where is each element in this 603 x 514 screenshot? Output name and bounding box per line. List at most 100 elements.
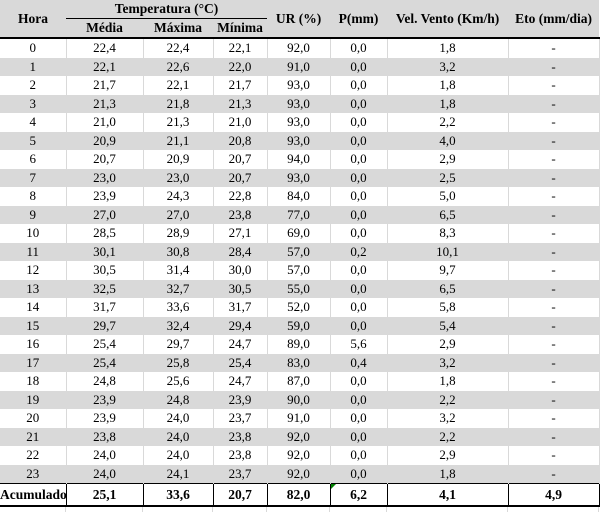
- total-maxima-cell: 33,6: [143, 483, 214, 507]
- value-cell: 22,6: [143, 57, 214, 76]
- value-cell: 92,0: [267, 446, 331, 465]
- value-cell: 0,0: [330, 298, 388, 317]
- value-cell: 0,0: [330, 279, 388, 298]
- hour-cell: 6: [0, 150, 67, 169]
- hour-cell: 19: [0, 390, 67, 409]
- value-cell: 1,8: [387, 94, 509, 113]
- value-cell: 32,4: [143, 316, 214, 335]
- value-cell: 24,0: [66, 464, 144, 484]
- value-cell: 25,4: [66, 335, 144, 354]
- value-cell: -: [508, 261, 600, 280]
- value-cell: 5,0: [387, 187, 509, 206]
- value-cell: -: [508, 298, 600, 317]
- value-cell: 32,7: [143, 279, 214, 298]
- value-cell: 59,0: [267, 316, 331, 335]
- value-cell: 30,0: [213, 261, 268, 280]
- table-row: 10 28,5 28,9 27,1 69,0 0,0 8,3-: [0, 224, 600, 243]
- hour-cell: 11: [0, 242, 67, 261]
- total-vel-vento-cell: 4,1: [387, 483, 509, 507]
- value-cell: 2,9: [387, 335, 509, 354]
- value-cell: 0,0: [330, 187, 388, 206]
- value-cell: 23,9: [66, 187, 144, 206]
- value-cell: 21,1: [143, 131, 214, 150]
- hour-cell: 4: [0, 113, 67, 132]
- hour-cell: 0: [0, 38, 67, 58]
- value-cell: 2,2: [387, 427, 509, 446]
- table-row: 19 23,9 24,8 23,9 90,0 0,0 2,2-: [0, 390, 600, 409]
- value-cell: 3,2: [387, 353, 509, 372]
- value-cell: -: [508, 168, 600, 187]
- value-cell: 92,0: [267, 38, 331, 58]
- value-cell: 93,0: [267, 94, 331, 113]
- value-cell: 89,0: [267, 335, 331, 354]
- value-cell: 1,8: [387, 372, 509, 391]
- table-footer: Acumulado 25,1 33,6 20,7 82,0 6,2 4,1 4,…: [0, 483, 600, 507]
- hour-cell: 16: [0, 335, 67, 354]
- value-cell: -: [508, 187, 600, 206]
- value-cell: 21,7: [213, 76, 268, 95]
- col-header-p: P(mm): [330, 0, 388, 38]
- value-cell: 1,8: [387, 76, 509, 95]
- value-cell: 5,6: [330, 335, 388, 354]
- value-cell: -: [508, 205, 600, 224]
- hour-cell: 21: [0, 427, 67, 446]
- table-row: 0 22,4 22,4 22,1 92,0 0,0 1,8-: [0, 38, 600, 58]
- value-cell: 52,0: [267, 298, 331, 317]
- hour-cell: 7: [0, 168, 67, 187]
- value-cell: 0,0: [330, 372, 388, 391]
- value-cell: 20,7: [66, 150, 144, 169]
- value-cell: 0,0: [330, 316, 388, 335]
- value-cell: -: [508, 335, 600, 354]
- hour-cell: 18: [0, 372, 67, 391]
- value-cell: 55,0: [267, 279, 331, 298]
- value-cell: 25,8: [143, 353, 214, 372]
- value-cell: 8,3: [387, 224, 509, 243]
- value-cell: 30,5: [213, 279, 268, 298]
- value-cell: 24,1: [143, 464, 214, 484]
- value-cell: 3,2: [387, 409, 509, 428]
- value-cell: 25,4: [213, 353, 268, 372]
- value-cell: 27,0: [66, 205, 144, 224]
- value-cell: 4,0: [387, 131, 509, 150]
- value-cell: 21,3: [66, 94, 144, 113]
- value-cell: -: [508, 464, 600, 484]
- hour-cell: 5: [0, 131, 67, 150]
- value-cell: 0,4: [330, 353, 388, 372]
- value-cell: 0,0: [330, 390, 388, 409]
- value-cell: 91,0: [267, 409, 331, 428]
- value-cell: 20,8: [213, 131, 268, 150]
- table-row: 12 30,5 31,4 30,0 57,0 0,0 9,7-: [0, 261, 600, 280]
- col-header-ur: UR (%): [267, 0, 331, 38]
- value-cell: 22,0: [213, 57, 268, 76]
- hour-cell: 8: [0, 187, 67, 206]
- value-cell: 30,1: [66, 242, 144, 261]
- value-cell: 0,0: [330, 261, 388, 280]
- hour-cell: 23: [0, 464, 67, 484]
- value-cell: 24,8: [66, 372, 144, 391]
- next-row-gridline-stubs: [0, 507, 599, 512]
- value-cell: 28,9: [143, 224, 214, 243]
- value-cell: -: [508, 409, 600, 428]
- value-cell: 32,5: [66, 279, 144, 298]
- value-cell: 25,4: [66, 353, 144, 372]
- table-row: 11 30,1 30,8 28,4 57,0 0,2 10,1-: [0, 242, 600, 261]
- col-header-media: Média: [66, 18, 143, 38]
- value-cell: 30,8: [143, 242, 214, 261]
- value-cell: 21,3: [213, 94, 268, 113]
- value-cell: 3,2: [387, 57, 509, 76]
- value-cell: 28,5: [66, 224, 144, 243]
- value-cell: -: [508, 242, 600, 261]
- value-cell: 2,2: [387, 113, 509, 132]
- value-cell: 2,2: [387, 390, 509, 409]
- value-cell: 10,1: [387, 242, 509, 261]
- value-cell: 27,0: [143, 205, 214, 224]
- value-cell: 93,0: [267, 168, 331, 187]
- value-cell: 24,0: [66, 446, 144, 465]
- value-cell: 27,1: [213, 224, 268, 243]
- value-cell: -: [508, 353, 600, 372]
- value-cell: 22,1: [66, 57, 144, 76]
- hour-cell: 17: [0, 353, 67, 372]
- total-minima-cell: 20,7: [213, 483, 268, 507]
- hour-cell: 1: [0, 57, 67, 76]
